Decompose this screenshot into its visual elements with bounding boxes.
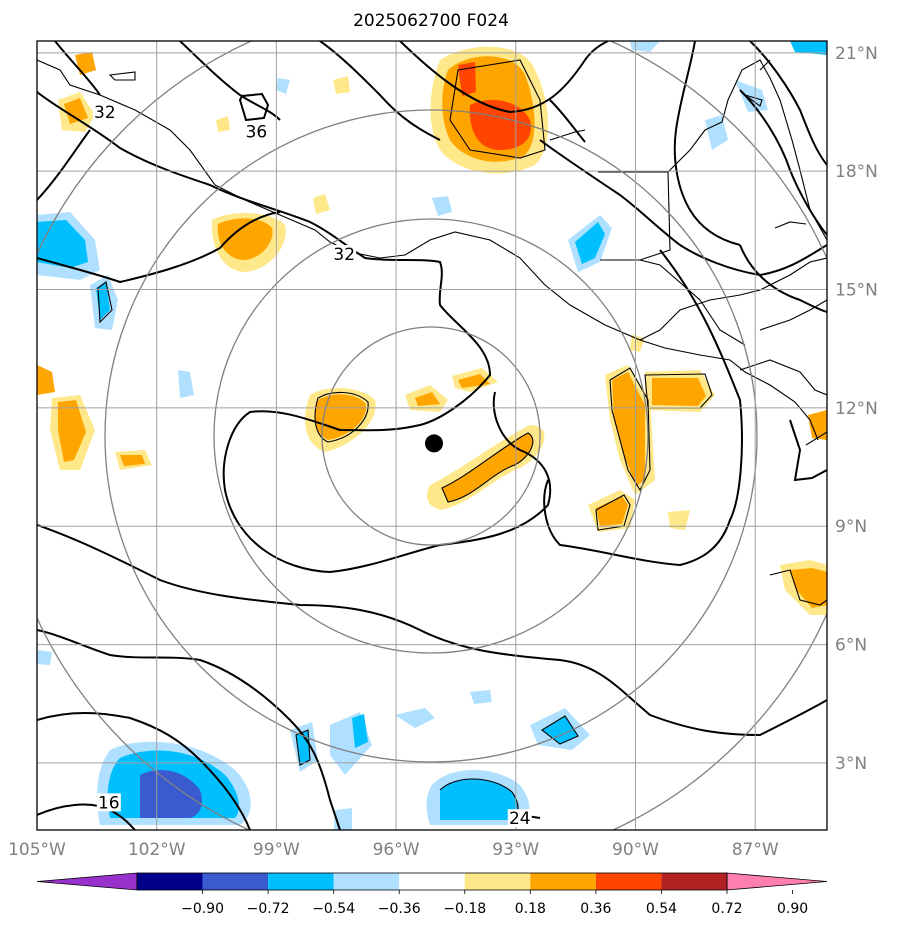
strong-positive-anomaly-region [458, 62, 476, 96]
longitude-tick-labels: 105°W 102°W 99°W 96°W 93°W 90°W 87°W [8, 840, 779, 860]
lat-tick-label: 15°N [835, 281, 878, 301]
lon-tick-label: 87°W [732, 840, 779, 860]
range-ring [321, 326, 541, 546]
colorbar-outline [136, 872, 728, 891]
colorbar-segment [464, 873, 531, 890]
plot-area: 32 36 32 16 24 [37, 41, 827, 830]
colorbar-segment [595, 873, 662, 890]
lon-tick-label: 90°W [612, 840, 659, 860]
gridlines [37, 41, 827, 830]
lat-tick-label: 21°N [835, 44, 878, 64]
contour-label: 32 [94, 103, 116, 123]
contour-label-background [244, 122, 269, 141]
colorbar-tick-label: −0.36 [378, 901, 421, 917]
contour-label-background [92, 103, 117, 122]
lon-tick-label: 96°W [373, 840, 420, 860]
contour-label: 32 [333, 245, 355, 265]
lat-tick-label: 12°N [835, 399, 878, 419]
map-title: 2025062700 F024 [353, 11, 509, 31]
lat-tick-label: 18°N [835, 162, 878, 182]
contour-label-background [507, 809, 532, 828]
colorbar-tick-label: −0.54 [312, 901, 355, 917]
latitude-tick-labels: 3°N 6°N 9°N 12°N 15°N 18°N 21°N [835, 44, 878, 774]
contour-label-background [332, 245, 357, 264]
lat-tick-label: 9°N [835, 517, 867, 537]
shaded-field [37, 41, 827, 830]
contour-label-background [96, 793, 121, 812]
lon-tick-label: 93°W [492, 840, 539, 860]
contour-label: 16 [98, 793, 120, 813]
contour-labels: 32 36 32 16 24 [92, 103, 532, 829]
colorbar-tick-label: 0.54 [646, 901, 677, 917]
colorbar-segment [530, 873, 596, 890]
colorbar-tick-label: 0.90 [777, 901, 808, 917]
storm-center-marker [424, 434, 443, 453]
range-ring [104, 109, 758, 763]
colorbar-tick-label: −0.90 [181, 901, 224, 917]
lon-tick-label: 99°W [253, 840, 300, 860]
lon-tick-label: 102°W [128, 840, 186, 860]
contour-label: 36 [246, 123, 268, 143]
colorbar-segment [399, 873, 465, 890]
colorbar-tick-label: 0.36 [580, 901, 611, 917]
plot-frame [36, 40, 828, 831]
colorbar: −0.90 −0.72 −0.54 −0.36 −0.18 0.18 0.36 0.54 0.7… [36, 872, 828, 917]
colorbar-segment [268, 873, 334, 890]
colorbar-tick-label: −0.72 [247, 901, 290, 917]
colorbar-segment [202, 873, 269, 890]
colorbar-tick-label: −0.18 [443, 901, 486, 917]
colorbar-segment [661, 873, 727, 890]
range-rings [37, 41, 827, 830]
range-ring [213, 218, 649, 654]
colorbar-tick-label: 0.18 [515, 901, 546, 917]
lon-tick-label: 105°W [8, 840, 66, 860]
lat-tick-label: 3°N [835, 754, 867, 774]
lat-tick-label: 6°N [835, 636, 867, 656]
colorbar-segment [137, 873, 203, 890]
colorbar-extend-high [726, 872, 828, 891]
contour-label: 24 [509, 809, 531, 829]
colorbar-tick-label: 0.72 [711, 901, 742, 917]
colorbar-extend-low [36, 872, 138, 891]
colorbar-segment [333, 873, 400, 890]
